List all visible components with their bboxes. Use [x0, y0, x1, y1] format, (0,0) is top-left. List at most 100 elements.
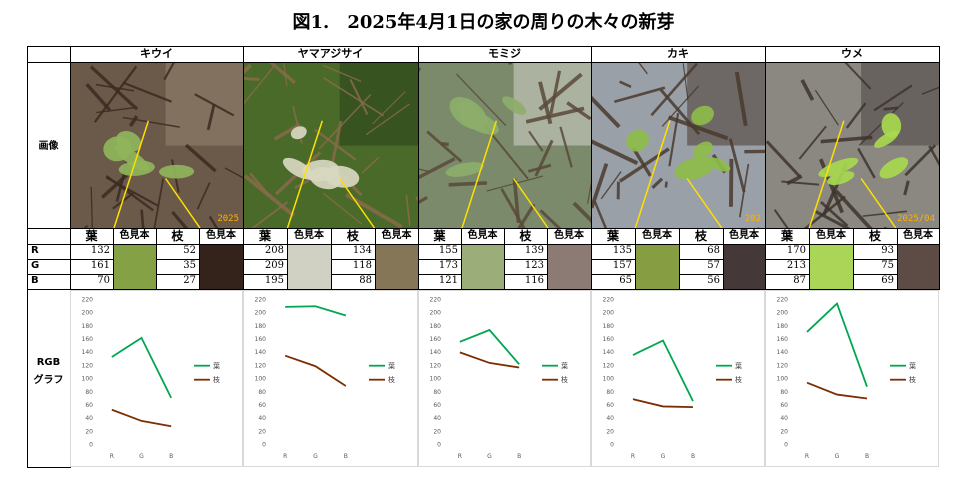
y-tick-label: 200 — [430, 310, 442, 317]
y-tick-label: 0 — [89, 442, 93, 449]
leaf-swatch-kaki — [636, 245, 679, 289]
branch-swatch-kaki — [724, 245, 765, 289]
x-tick-label: R — [631, 453, 635, 460]
y-tick-label: 0 — [262, 442, 266, 449]
y-tick-label: 40 — [258, 415, 266, 422]
series-line-leaf — [285, 305, 347, 317]
y-tick-label: 140 — [82, 349, 94, 356]
x-tick-label: B — [865, 453, 869, 460]
leaf-value-ume-r: 170 — [786, 245, 806, 256]
leaf-swatch-cell-ume — [809, 244, 854, 290]
leaf-value-kaki-g: 157 — [612, 260, 632, 271]
leaf-swatch-momiji — [462, 245, 504, 289]
y-tick-label: 0 — [437, 442, 441, 449]
sub-header-kaki-branch: 枝 — [694, 229, 707, 243]
y-tick-label: 200 — [82, 310, 94, 317]
y-tick-label: 140 — [777, 349, 789, 356]
corner-cell — [27, 46, 71, 63]
branch-value-yamaajisai-b: 88 — [359, 275, 372, 286]
leaf-value-yamaajisai-g: 209 — [264, 260, 284, 271]
branch-value-kaki-r: 68 — [707, 245, 720, 256]
photo-yamaajisai — [244, 63, 418, 228]
leaf-value-yamaajisai-b: 195 — [264, 275, 284, 286]
y-tick-label: 160 — [82, 336, 94, 343]
branch-value-kaki-g: 57 — [707, 260, 720, 271]
sub-header-kaki-leaf_swatch: 色見本 — [642, 230, 672, 241]
y-tick-label: 220 — [82, 297, 94, 304]
y-tick-label: 120 — [777, 362, 789, 369]
x-tick-label: B — [517, 453, 521, 460]
legend-label-branch: 枝 — [213, 375, 220, 384]
x-tick-label: R — [805, 453, 809, 460]
branch-swatch-cell-kaki — [723, 244, 766, 290]
y-tick-label: 160 — [255, 336, 267, 343]
leaf-value-momiji-g: 173 — [438, 260, 458, 271]
rgb-chart-kiwi: 0 20 40 60 80 100 120 140 160 180 200 220 R G B 葉枝 — [71, 291, 242, 466]
sub-header-ume-branch: 枝 — [868, 229, 881, 243]
branch-swatch-cell-ume — [897, 244, 940, 290]
y-tick-label: 0 — [784, 442, 788, 449]
y-tick-label: 120 — [82, 362, 94, 369]
sub-header-momiji-branch: 枝 — [519, 229, 532, 243]
y-tick-label: 80 — [258, 389, 266, 396]
y-tick-label: 100 — [430, 376, 442, 383]
y-tick-label: 60 — [780, 402, 788, 409]
page-title: 図1. 2025年4月1日の家の周りの木々の新芽 — [292, 12, 675, 33]
branch-value-ume-b: 69 — [881, 275, 894, 286]
y-tick-label: 180 — [255, 323, 267, 330]
sub-header-kiwi-leaf: 葉 — [85, 229, 98, 243]
series-line-leaf — [806, 302, 868, 387]
y-tick-label: 120 — [255, 362, 267, 369]
x-tick-label: R — [458, 453, 462, 460]
y-tick-label: 80 — [85, 389, 93, 396]
branch-swatch-yamaajisai — [376, 245, 418, 289]
x-tick-label: G — [139, 453, 144, 460]
branch-value-yamaajisai-g: 118 — [352, 260, 372, 271]
photo-momiji — [419, 63, 591, 228]
legend-label-leaf: 葉 — [213, 361, 220, 370]
legend-label-branch: 枝 — [561, 375, 568, 384]
y-tick-label: 200 — [777, 310, 789, 317]
y-tick-label: 60 — [433, 402, 441, 409]
tree-name-kiwi: キウイ — [140, 47, 173, 60]
leaf-value-kiwi-g: 161 — [90, 260, 110, 271]
x-tick-label: B — [169, 453, 173, 460]
row-label-r: R — [31, 245, 39, 256]
x-tick-label: G — [835, 453, 840, 460]
photo-kaki — [592, 63, 765, 228]
branch-value-kaki-b: 56 — [707, 275, 720, 286]
row-label-cell-sub — [27, 228, 71, 245]
branch-value-ume-g: 75 — [881, 260, 894, 271]
y-tick-label: 140 — [255, 349, 267, 356]
sub-header-momiji-leaf_swatch: 色見本 — [467, 230, 498, 241]
row-label-image: 画像 — [38, 141, 59, 152]
y-tick-label: 120 — [430, 362, 442, 369]
sub-header-ume-leaf: 葉 — [780, 229, 793, 243]
y-tick-label: 220 — [430, 297, 442, 304]
photo-kiwi — [71, 63, 243, 228]
y-tick-label: 100 — [255, 376, 267, 383]
y-tick-label: 20 — [85, 428, 93, 435]
legend-label-leaf: 葉 — [909, 361, 916, 370]
leaf-swatch-yamaajisai — [288, 245, 331, 289]
y-tick-label: 20 — [433, 428, 441, 435]
sub-header-kiwi-branch: 枝 — [171, 229, 184, 243]
leaf-value-kaki-b: 65 — [619, 275, 632, 286]
leaf-value-momiji-r: 155 — [438, 245, 458, 256]
x-tick-label: B — [344, 453, 348, 460]
leaf-value-kiwi-b: 70 — [97, 275, 110, 286]
tree-name-yamaajisai: ヤマアジサイ — [297, 47, 364, 60]
y-tick-label: 60 — [258, 402, 266, 409]
series-line-branch — [459, 351, 520, 369]
branch-swatch-ume — [898, 245, 939, 289]
y-tick-label: 160 — [603, 336, 615, 343]
y-tick-label: 80 — [606, 389, 614, 396]
photo-ume — [766, 63, 939, 228]
series-line-branch — [806, 381, 868, 400]
sub-header-kaki-leaf: 葉 — [606, 229, 619, 243]
y-tick-label: 20 — [258, 428, 266, 435]
rgb-chart-momiji: 0 20 40 60 80 100 120 140 160 180 200 220 R G B 葉枝 — [419, 291, 590, 466]
branch-swatch-momiji — [548, 245, 591, 289]
branch-value-ume-r: 93 — [881, 245, 894, 256]
branch-value-momiji-b: 116 — [524, 275, 544, 286]
